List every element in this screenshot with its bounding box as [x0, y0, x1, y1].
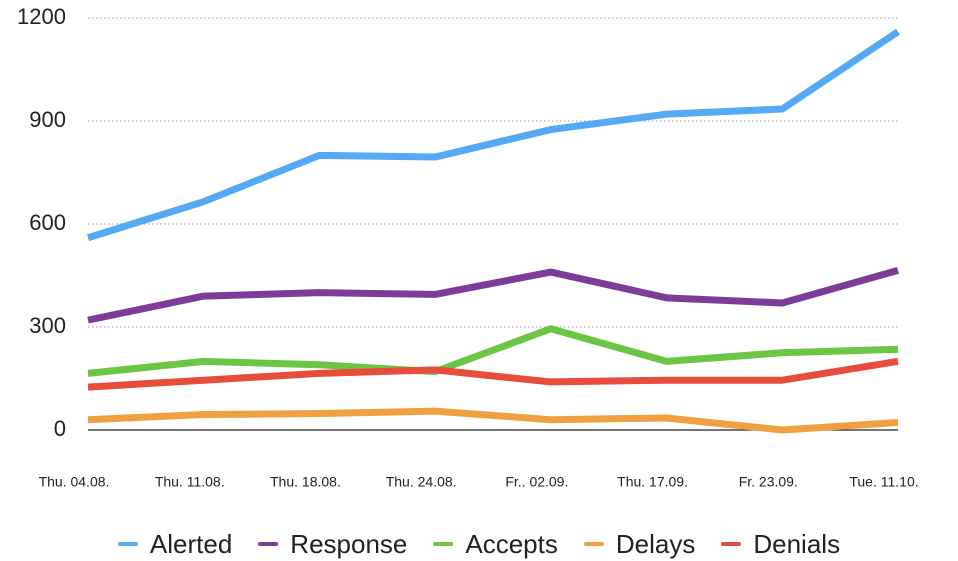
legend-label: Alerted [149, 528, 233, 559]
legend-label: Accepts [465, 528, 558, 559]
legend-item: Denials [721, 529, 840, 560]
series-line [87, 357, 899, 391]
y-tick-label: 600 [29, 210, 66, 235]
legend-label: Delays [615, 528, 696, 559]
chart: 0 300 600 900 1200 Thu. 04.08. Thu. 11.08. Thu.… [17, 4, 919, 490]
y-tick-label: 300 [29, 313, 66, 338]
legend-item: Delays [583, 528, 696, 560]
x-tick-label: Thu. 11.08. [155, 474, 225, 490]
legend: Alerted Response Accepts Delays Denials [0, 522, 958, 561]
x-tick-label: Tue. 11.10. [849, 474, 918, 490]
y-tick-label: 900 [29, 107, 66, 132]
x-tick-label: Thu. 04.08. [39, 474, 110, 490]
x-tick-label: Thu. 18.08. [270, 474, 341, 490]
legend-swatch [258, 542, 279, 546]
legend-label: Response [290, 528, 408, 559]
series-line [86, 28, 900, 242]
series-line [87, 266, 899, 324]
legend-item: Response [258, 529, 407, 560]
y-tick-label: 0 [54, 416, 66, 441]
x-tick-label: Fr.. 02.09. [505, 474, 568, 490]
legend-item: Accepts [433, 529, 558, 560]
legend-swatch [583, 542, 604, 546]
legend-swatch [721, 542, 742, 546]
x-tick-label: Thu. 17.09. [617, 474, 688, 490]
series-line [87, 407, 899, 434]
series-line [87, 325, 899, 377]
y-tick-label: 1200 [17, 4, 66, 29]
legend-label: Denials [753, 528, 841, 559]
x-tick-label: Thu. 24.08. [386, 474, 457, 490]
legend-swatch [433, 542, 454, 546]
legend-swatch [117, 542, 138, 546]
legend-item: Alerted [117, 528, 233, 560]
x-tick-label: Fr. 23.09. [739, 474, 798, 490]
